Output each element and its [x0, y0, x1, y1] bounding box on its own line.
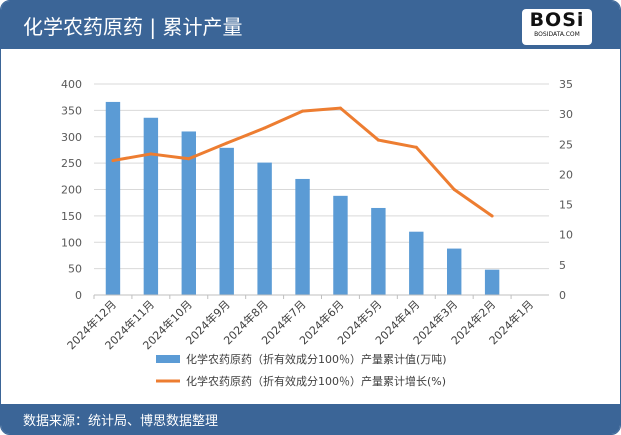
- y-right-tick-label: 0: [559, 289, 566, 302]
- bar: [409, 231, 424, 295]
- y-left-tick-label: 300: [61, 131, 82, 144]
- y-left-tick-label: 50: [68, 263, 82, 276]
- line-point: [376, 138, 380, 142]
- line-point: [111, 159, 115, 163]
- bar: [447, 248, 462, 295]
- bar: [333, 195, 348, 295]
- y-right-tick-label: 10: [559, 229, 573, 242]
- bar: [257, 162, 272, 295]
- y-right-tick-label: 15: [559, 199, 573, 212]
- header-bar: 化学农药原药 | 累计产量 BOSi BOSIDATA.COM: [1, 1, 620, 49]
- logo-text: BOSi: [529, 9, 585, 31]
- bar: [219, 147, 234, 295]
- page-title: 化学农药原药 | 累计产量: [23, 15, 243, 39]
- bar: [371, 207, 386, 295]
- line-point: [338, 106, 342, 110]
- legend-label-bar: 化学农药原药（折有效成分100％）产量累计值(万吨): [186, 352, 447, 366]
- legend-swatch-bar: [156, 355, 180, 363]
- line-point: [149, 152, 153, 156]
- bosi-logo: BOSi BOSIDATA.COM: [522, 9, 592, 45]
- line-point: [187, 157, 191, 161]
- line-point: [225, 141, 229, 145]
- y-left-tick-label: 150: [61, 210, 82, 223]
- line-point: [490, 214, 494, 218]
- y-left-tick-label: 350: [61, 104, 82, 117]
- data-source: 数据来源：统计局、博思数据整理: [23, 414, 219, 429]
- logo-sub: BOSIDATA.COM: [534, 31, 580, 38]
- bar: [181, 131, 196, 295]
- legend-label-line: 化学农药原药（折有效成分100％）产量累计增长(%): [186, 374, 446, 388]
- line-point: [414, 145, 418, 149]
- footer-bar: 数据来源：统计局、博思数据整理: [1, 404, 620, 434]
- y-left-tick-label: 200: [61, 184, 82, 197]
- y-right-tick-label: 30: [559, 108, 573, 121]
- y-right-tick-label: 5: [559, 259, 566, 272]
- y-left-tick-label: 250: [61, 157, 82, 170]
- line-point: [263, 126, 267, 130]
- bar: [484, 269, 500, 295]
- bar: [295, 178, 310, 295]
- line-point: [452, 188, 456, 191]
- line-point: [301, 109, 305, 113]
- bar: [143, 117, 159, 295]
- y-left-tick-label: 100: [61, 236, 82, 249]
- bar: [105, 101, 121, 295]
- chart: 0501001502002503003504000510152025303520…: [61, 78, 573, 388]
- y-right-tick-label: 20: [559, 168, 573, 181]
- y-right-tick-label: 25: [559, 138, 573, 151]
- y-left-tick-label: 400: [61, 78, 82, 91]
- y-left-tick-label: 0: [75, 289, 82, 302]
- y-right-tick-label: 35: [559, 78, 573, 91]
